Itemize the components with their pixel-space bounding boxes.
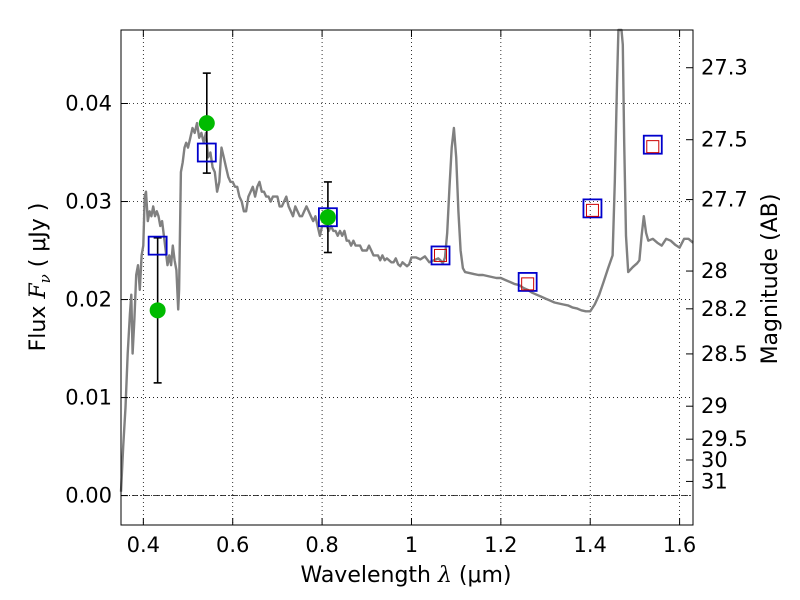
inner-box [585, 203, 599, 217]
sed-curve-line [119, 28, 694, 492]
inner-box [646, 140, 660, 154]
magnitude-tick-label: 28 [701, 259, 728, 283]
x-tick-label: 0.4 [127, 533, 160, 557]
y-tick-labels: 0.00 0.01 0.02 0.03 0.04 [65, 92, 112, 508]
model-box [517, 272, 538, 292]
observed-point [319, 209, 336, 226]
magnitude-tick-label: 28.2 [701, 297, 748, 321]
x-tick-label: 0.8 [305, 533, 338, 557]
magnitude-tick-label: 27.7 [701, 188, 748, 212]
model-box [582, 198, 603, 219]
x-tick-label: 0.6 [216, 533, 249, 557]
magnitude-tick-label: 27.3 [701, 56, 748, 80]
observed-point [198, 115, 215, 132]
y-tick-label: 0.01 [65, 386, 112, 410]
y-tick-label: 0.00 [65, 484, 112, 508]
x-tick-label: 1.6 [663, 533, 696, 557]
x-tick-labels: 0.4 0.6 0.8 1 1.2 1.4 1.6 [127, 533, 697, 557]
model-box [318, 207, 338, 228]
x-axis-label: Wavelength λ (μm) [300, 563, 511, 588]
magnitude-tick-label: 27.5 [701, 128, 748, 152]
model-box [196, 142, 217, 163]
magnitude-tick-label: 29 [701, 394, 728, 418]
observed-point [149, 302, 166, 319]
y-axis-label: Flux Fν ( μJy ) [26, 203, 54, 352]
x-tick-label: 1 [405, 533, 418, 557]
model-boxes [147, 134, 663, 292]
x-tick-label: 1.2 [484, 533, 517, 557]
inner-box [434, 248, 448, 262]
y-axis-right-label: Magnitude (AB) [758, 194, 783, 365]
y-tick-label: 0.04 [65, 92, 112, 116]
sed-model-curve [119, 28, 694, 492]
y-tick-label: 0.02 [65, 288, 112, 312]
x-tick-label: 1.4 [574, 533, 607, 557]
ticks [121, 30, 693, 525]
model-box [642, 134, 663, 155]
model-box [430, 245, 451, 266]
magnitude-tick-label: 31 [701, 469, 728, 493]
magnitude-tick-label: 29.5 [701, 427, 748, 451]
model-box [147, 235, 168, 256]
magnitude-tick-label: 30 [701, 448, 728, 472]
inner-box [521, 277, 535, 291]
y-tick-label: 0.03 [65, 190, 112, 214]
plot-frame [120, 29, 694, 526]
magnitude-tick-label: 28.5 [701, 342, 748, 366]
observed-points [149, 115, 336, 319]
